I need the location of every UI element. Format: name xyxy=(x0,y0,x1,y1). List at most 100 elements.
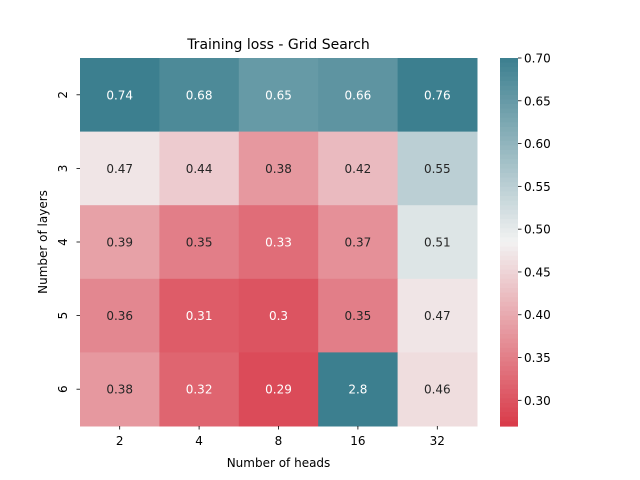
colorbar-segment xyxy=(500,338,518,344)
colorbar-segment xyxy=(500,108,518,114)
colorbar-segment xyxy=(500,274,518,280)
heatmap-cell xyxy=(80,352,160,427)
cell-value-label: 0.36 xyxy=(106,309,133,323)
colorbar-tick-label: 0.35 xyxy=(524,351,551,365)
heatmap-cell xyxy=(238,278,319,353)
cell-value-label: 0.38 xyxy=(106,383,133,397)
colorbar-segment xyxy=(500,334,518,340)
colorbar-segment xyxy=(500,357,518,363)
colorbar-segment xyxy=(500,140,518,146)
cell-value-label: 0.47 xyxy=(424,309,451,323)
colorbar-segment xyxy=(500,145,518,151)
heatmap-cell xyxy=(238,205,319,280)
heatmap-cell xyxy=(318,58,399,133)
colorbar-segment xyxy=(500,315,518,321)
colorbar-segment xyxy=(500,209,518,215)
y-axis-label: Number of layers xyxy=(36,190,50,294)
colorbar-segment xyxy=(500,324,518,330)
heatmap-cell xyxy=(238,58,319,133)
colorbar-segment xyxy=(500,173,518,179)
cell-value-label: 0.51 xyxy=(424,236,451,250)
chart-title: Training loss - Grid Search xyxy=(186,37,370,53)
colorbar-segment xyxy=(500,237,518,243)
cell-value-label: 0.46 xyxy=(424,383,451,397)
cell-value-label: 0.55 xyxy=(424,162,451,176)
colorbar-segment xyxy=(500,232,518,238)
x-axis: 2 4 8 16 32 xyxy=(116,426,445,448)
colorbar-segment xyxy=(500,306,518,312)
colorbar-segment xyxy=(500,370,518,376)
cell-value-label: 0.32 xyxy=(186,383,213,397)
colorbar-segment xyxy=(500,191,518,197)
y-tick-label: 5 xyxy=(56,312,70,320)
colorbar-segment xyxy=(500,278,518,284)
colorbar-segment xyxy=(500,389,518,395)
colorbar-segment xyxy=(500,177,518,183)
colorbar-segment xyxy=(500,255,518,261)
colorbar-segment xyxy=(500,228,518,234)
y-tick-label: 4 xyxy=(56,238,70,246)
colorbar-segment xyxy=(500,380,518,386)
colorbar-segment xyxy=(500,393,518,399)
heatmap-cell xyxy=(80,205,160,280)
colorbar-segment xyxy=(500,122,518,128)
heatmap-cell xyxy=(318,278,399,353)
colorbar-segment xyxy=(500,81,518,87)
colorbar-segment xyxy=(500,136,518,142)
colorbar-segment xyxy=(500,205,518,211)
heatmap-cell xyxy=(80,278,160,353)
colorbar-segment xyxy=(500,297,518,303)
colorbar-tick-label: 0.60 xyxy=(524,137,551,151)
colorbar-segment xyxy=(500,186,518,192)
colorbar-segment xyxy=(500,320,518,326)
colorbar-segment xyxy=(500,127,518,133)
heatmap-cell xyxy=(397,131,478,206)
cell-value-label: 0.65 xyxy=(265,88,292,102)
colorbar-segment xyxy=(500,407,518,413)
colorbar-segment xyxy=(500,301,518,307)
colorbar-segment xyxy=(500,311,518,317)
heatmap-cell xyxy=(159,131,240,206)
colorbar-segment xyxy=(500,71,518,77)
heatmap-cell xyxy=(238,352,319,427)
y-tick-label: 3 xyxy=(56,165,70,173)
heatmap-cell xyxy=(159,278,240,353)
colorbar-tick-label: 0.55 xyxy=(524,180,551,194)
cell-value-label: 0.42 xyxy=(345,162,372,176)
x-axis-label: Number of heads xyxy=(227,456,331,470)
colorbar-segment xyxy=(500,366,518,372)
colorbar-segment xyxy=(500,375,518,381)
colorbar-segment xyxy=(500,343,518,349)
cell-value-label: 0.76 xyxy=(424,88,451,102)
heatmap-cell xyxy=(80,131,160,206)
colorbar-segment xyxy=(500,62,518,68)
colorbar-segment xyxy=(500,269,518,275)
cell-value-label: 0.39 xyxy=(106,236,133,250)
heatmap-cell xyxy=(397,205,478,280)
colorbar-segment xyxy=(500,242,518,248)
colorbar-tick-label: 0.45 xyxy=(524,265,551,279)
heatmap-cell xyxy=(397,278,478,353)
colorbar-segment xyxy=(500,159,518,165)
cell-value-label: 0.35 xyxy=(186,236,213,250)
cell-value-label: 0.68 xyxy=(186,88,213,102)
colorbar-segment xyxy=(500,58,518,64)
colorbar-segment xyxy=(500,421,518,427)
colorbar-segment xyxy=(500,94,518,100)
x-tick-label: 16 xyxy=(350,434,365,448)
cell-value-label: 2.8 xyxy=(348,383,367,397)
heatmap-cell xyxy=(318,352,399,427)
heatmap-cell xyxy=(397,58,478,133)
cell-value-label: 0.74 xyxy=(106,88,133,102)
x-tick-label: 4 xyxy=(195,434,203,448)
heatmap-cell xyxy=(397,352,478,427)
colorbar-segment xyxy=(500,347,518,353)
colorbar-segment xyxy=(500,384,518,390)
colorbar-segment xyxy=(500,251,518,257)
heatmap-cell xyxy=(159,352,240,427)
cell-value-label: 0.66 xyxy=(345,88,372,102)
colorbar-segment xyxy=(500,67,518,73)
y-tick-label: 2 xyxy=(56,91,70,99)
colorbar-segment xyxy=(500,283,518,289)
